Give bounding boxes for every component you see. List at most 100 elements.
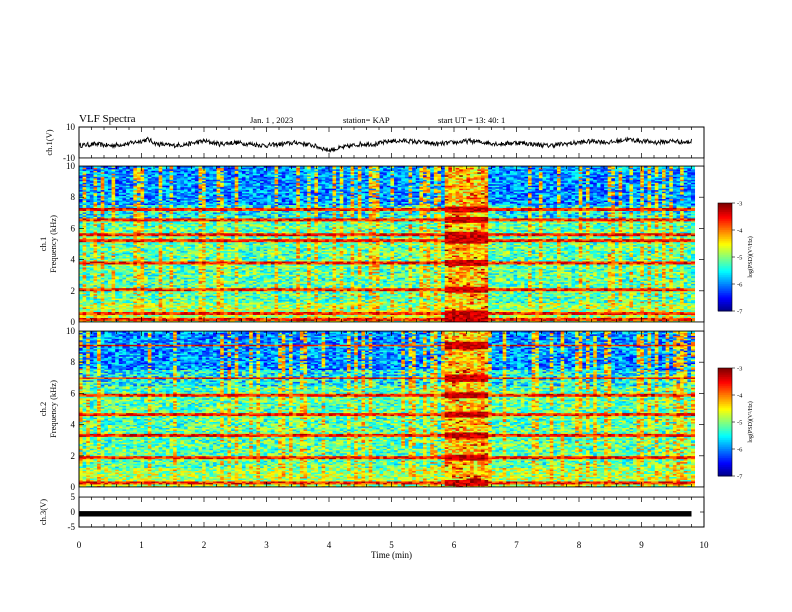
spectrogram-cell bbox=[104, 308, 109, 311]
spectrogram-cell bbox=[100, 316, 105, 318]
spectrogram-cell bbox=[111, 188, 116, 191]
spectrogram-cell bbox=[111, 166, 116, 168]
spectrogram-cell bbox=[118, 207, 123, 210]
spectrogram-cell bbox=[97, 274, 102, 277]
spectrogram-cell bbox=[115, 212, 120, 214]
spectrogram-cell bbox=[97, 183, 102, 186]
spectrogram-cell bbox=[118, 185, 123, 188]
spectrogram-cell bbox=[111, 252, 116, 255]
spectrogram-cell bbox=[79, 255, 84, 258]
spectrogram-cell bbox=[100, 174, 105, 177]
spectrogram-cell bbox=[86, 201, 91, 204]
spectrogram-cell bbox=[97, 188, 102, 191]
spectrogram-cell bbox=[126, 191, 131, 194]
spectrogram-cell bbox=[100, 235, 105, 238]
spectrogram-cell bbox=[82, 183, 87, 186]
spectrogram-cell bbox=[79, 265, 84, 268]
spectrogram-cell bbox=[115, 262, 120, 265]
spectrogram-cell bbox=[104, 307, 109, 310]
spectrogram-cell bbox=[100, 308, 105, 311]
spectrogram-cell bbox=[118, 215, 123, 217]
spectrogram-cell bbox=[82, 197, 87, 200]
spectrogram-cell bbox=[104, 258, 109, 260]
spectrogram-cell bbox=[107, 305, 112, 308]
spectrogram-cell bbox=[107, 220, 112, 223]
spectrogram-cell bbox=[107, 261, 112, 263]
spectrogram-cell bbox=[79, 191, 84, 194]
spectrogram-cell bbox=[86, 225, 91, 228]
spectrogram-cell bbox=[86, 249, 91, 252]
spectrogram-cell bbox=[100, 313, 105, 315]
spectrogram-cell bbox=[115, 215, 120, 217]
spectrogram-cell bbox=[111, 198, 116, 201]
spectrogram-cell bbox=[97, 261, 102, 263]
spectrogram-cell bbox=[129, 198, 134, 201]
spectrogram-cell bbox=[107, 194, 112, 197]
spectrogram-cell bbox=[97, 262, 102, 265]
spectrogram-cell bbox=[111, 286, 116, 289]
spectrogram-cell bbox=[118, 235, 123, 238]
spectrogram-cell bbox=[86, 241, 91, 244]
spectrogram-cell bbox=[89, 195, 94, 198]
spectrogram-cell bbox=[89, 203, 94, 206]
spectrogram-cell bbox=[89, 264, 94, 266]
spectrogram-cell bbox=[93, 204, 98, 207]
spectrogram-cell bbox=[115, 191, 120, 194]
spectrogram-cell bbox=[79, 246, 84, 249]
spectrogram-cell bbox=[111, 237, 116, 240]
spectrogram-cell bbox=[97, 231, 102, 234]
spectrogram-cell bbox=[82, 258, 87, 260]
spectrogram-cell bbox=[82, 308, 87, 311]
spectrogram-cell bbox=[126, 223, 131, 226]
spectrogram-cell bbox=[122, 316, 127, 318]
spectrogram-cell bbox=[104, 247, 109, 250]
spectrogram-cell bbox=[126, 278, 131, 281]
spectrogram-cell bbox=[104, 166, 109, 168]
spectrogram-cell bbox=[93, 316, 98, 318]
spectrogram-cell bbox=[133, 292, 138, 295]
spectrogram-cell bbox=[86, 283, 91, 286]
spectrogram-cell bbox=[104, 286, 109, 289]
spectrogram-cell bbox=[107, 200, 112, 203]
spectrogram-cell bbox=[97, 278, 102, 281]
spectrogram-cell bbox=[93, 270, 98, 272]
spectrogram-cell bbox=[104, 171, 109, 174]
spectrogram-cell bbox=[126, 240, 131, 243]
spectrogram-cell bbox=[89, 166, 94, 168]
spectrogram-cell bbox=[118, 220, 123, 223]
spectrogram-cell bbox=[111, 222, 116, 225]
spectrogram-cell bbox=[126, 256, 131, 259]
spectrogram-cell bbox=[133, 290, 138, 293]
spectrogram-cell bbox=[79, 177, 84, 180]
spectrogram-cell bbox=[115, 210, 120, 213]
spectrogram-cell bbox=[115, 290, 120, 293]
spectrogram-cell bbox=[82, 206, 87, 208]
spectrogram-cell bbox=[118, 243, 123, 246]
spectrogram-cell bbox=[122, 262, 127, 265]
spectrogram-cell bbox=[97, 234, 102, 237]
spectrogram-cell bbox=[97, 240, 102, 243]
spectrogram-cell bbox=[118, 188, 123, 191]
spectrogram-cell bbox=[86, 246, 91, 249]
spectrogram-cell bbox=[129, 293, 134, 296]
spectrogram-cell bbox=[82, 201, 87, 204]
spectrogram-cell bbox=[126, 207, 131, 210]
spectrogram-cell bbox=[86, 215, 91, 217]
chart-title: VLF Spectra bbox=[79, 113, 136, 125]
spectrogram-cell bbox=[104, 232, 109, 235]
spectrogram-cell bbox=[111, 259, 116, 262]
spectrogram-cell bbox=[129, 223, 134, 226]
spectrogram-cell bbox=[89, 290, 94, 293]
spectrogram-cell bbox=[133, 286, 138, 289]
spectrogram-cell bbox=[86, 171, 91, 174]
spectrogram-cell bbox=[79, 293, 84, 296]
spectrogram-cell bbox=[118, 216, 123, 219]
spectrogram-cell bbox=[93, 223, 98, 226]
spectrogram-cell bbox=[115, 247, 120, 250]
spectrogram-cell bbox=[122, 183, 127, 186]
spectrogram-cell bbox=[100, 183, 105, 186]
spectrogram-cell bbox=[118, 281, 123, 284]
spectrogram-cell bbox=[93, 188, 98, 191]
spectrogram-cell bbox=[79, 209, 84, 211]
spectrogram-cell bbox=[100, 173, 105, 176]
